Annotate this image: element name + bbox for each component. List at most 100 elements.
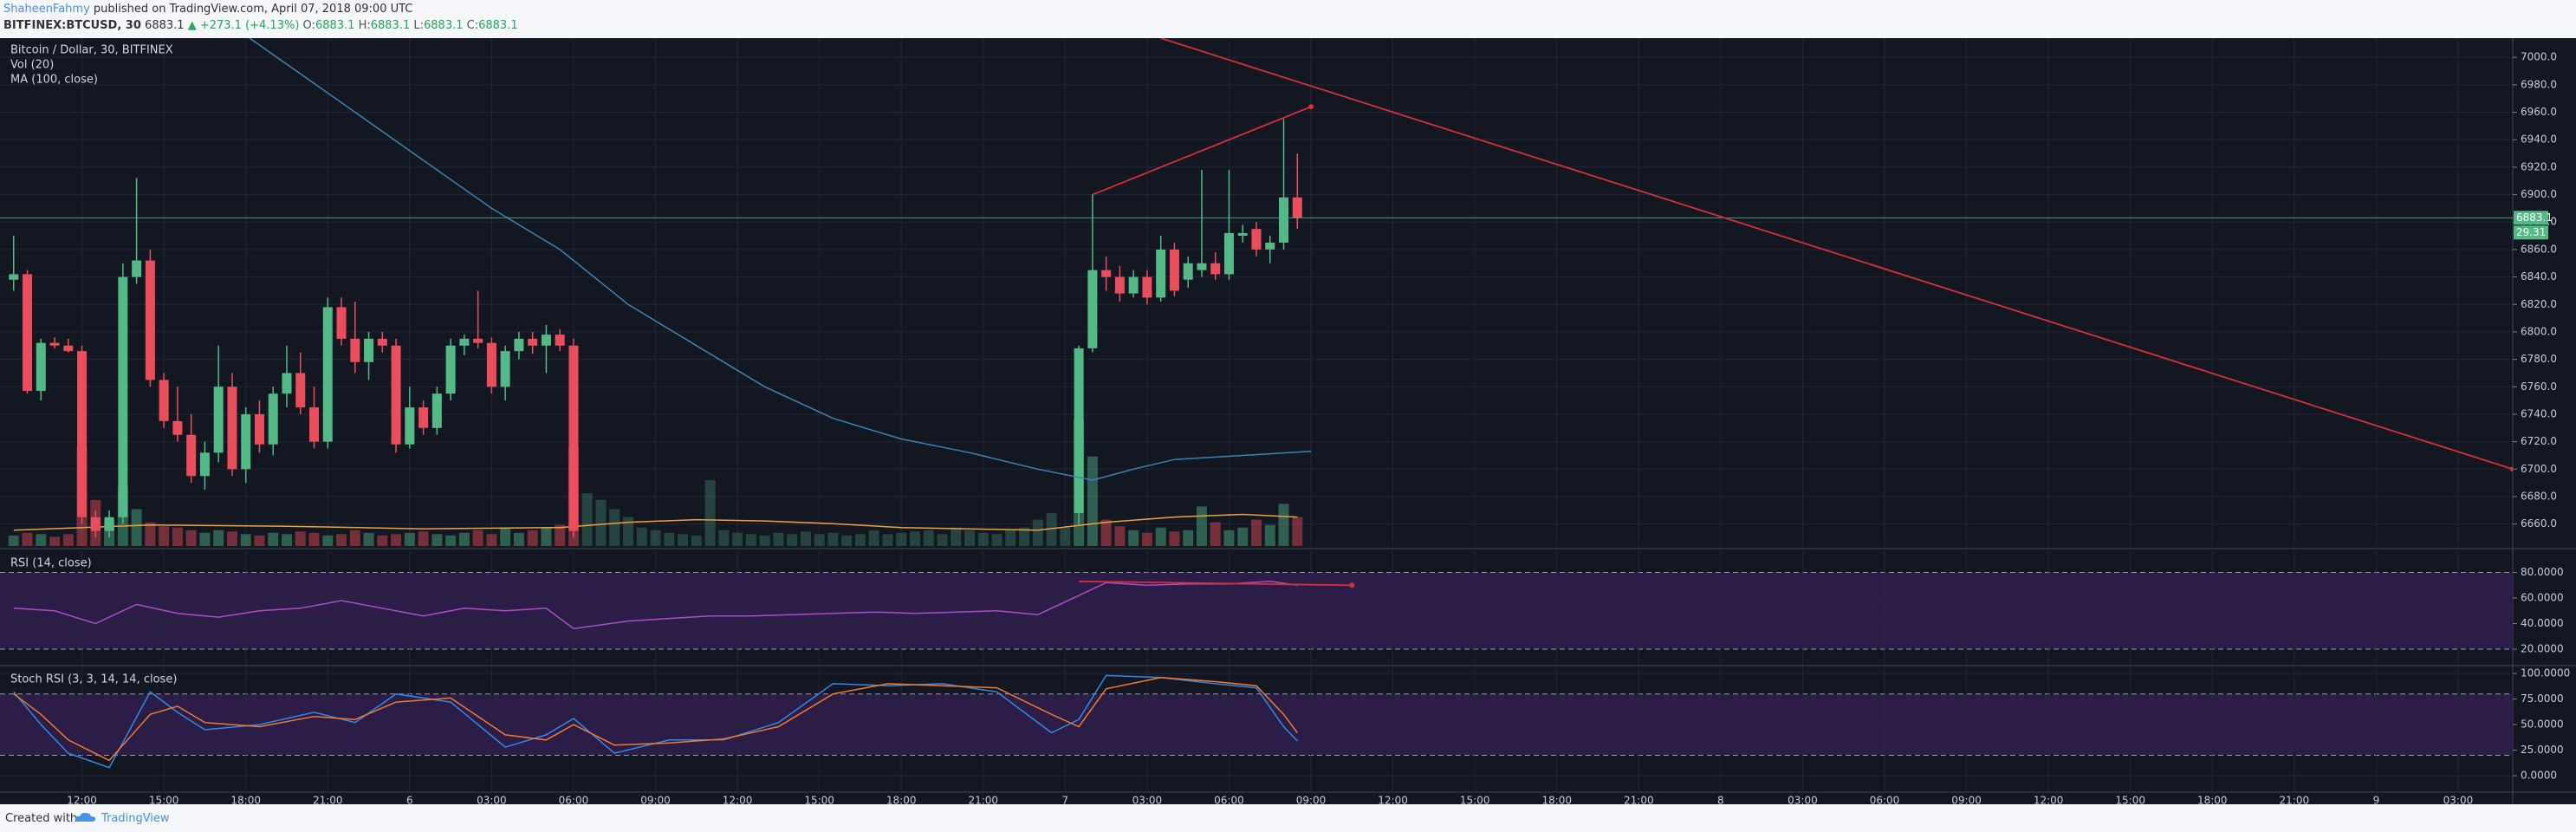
y-tick-label: 6660.0 [2521,517,2557,530]
candle-body [405,407,415,445]
x-tick-label: 8 [1717,795,1724,805]
candle-body [63,345,74,352]
volume-bar [1032,519,1043,546]
candle-body [1197,263,1207,270]
candle-body [1292,197,1302,218]
volume-bar [977,532,989,546]
trendline [1092,106,1312,196]
candle-body [1101,270,1112,277]
candle-body [1251,229,1262,250]
ohlc-value: 6883.1 [315,19,355,32]
volume-bar [445,535,457,546]
ohlc-label: L: [413,19,424,32]
candle-body [568,345,579,531]
y-tick-label: 6700.0 [2521,463,2557,475]
legend-label: Stoch RSI (3, 3, 14, 14, close) [10,673,177,686]
volume-bar [500,527,511,546]
chart: 6660.06680.06700.06720.06740.06760.06780… [0,38,2576,804]
change-value: +273.1 (+4.13%) [199,19,300,32]
candle-body [1114,276,1125,294]
y-tick-label: 6820.0 [2521,298,2557,310]
y-tick-label: 6800.0 [2521,325,2557,337]
volume-bar [732,532,743,546]
volume-bar [254,535,265,546]
volume-bar [555,524,566,546]
x-tick-label: 21:00 [1624,795,1654,805]
volume-bar [213,530,224,546]
created-with: Created with [5,812,78,825]
x-tick-label: 9 [2373,795,2380,805]
candle-body [486,342,496,387]
volume-bar [814,534,825,546]
y-tick-label: 7000.0 [2521,51,2557,63]
y-tick-label: 60.0000 [2521,592,2564,604]
volume-bar [745,534,756,546]
legend-label: MA (100, close) [10,74,98,87]
volume-bar [868,530,879,546]
volume-bar [36,534,47,546]
candle-body [241,413,251,470]
candle-body [322,307,333,442]
y-tick-label: 6680.0 [2521,490,2557,502]
candle-body [1169,249,1179,291]
candle-body [118,276,128,517]
y-tick-label: 6860.0 [2521,243,2557,255]
volume-bar [1210,522,1221,546]
candle-body [309,407,319,442]
y-tick-label: 75.0000 [2521,692,2564,705]
volume-tag [2514,225,2548,240]
volume-bar [1005,530,1016,546]
trendline-end [1308,104,1314,110]
volume-bar [295,531,306,546]
trendline-end [1349,582,1355,588]
x-tick-label: 18:00 [1541,795,1572,805]
x-tick-label: 09:00 [1951,795,1982,805]
x-tick-label: 18:00 [886,795,917,805]
volume-bar [8,535,19,546]
volume-bar [240,534,251,546]
candle-body [132,260,142,277]
author[interactable]: ShaheenFahmy [3,3,90,16]
x-tick-label: 06:00 [559,795,589,805]
published: published on TradingView.com, April 07, … [93,3,413,16]
volume-bar [431,534,443,546]
volume-bar [991,534,1002,546]
volume-bar [1019,527,1030,546]
volume-bar [363,532,374,546]
volume-bar [1278,504,1289,546]
volume-bar [1223,530,1235,546]
moving-average [248,38,1312,481]
candle-body [254,413,264,445]
indicator-line [13,674,1298,769]
x-tick-label: 7 [1062,795,1069,805]
header: ShaheenFahmy published on TradingView.co… [0,0,2576,38]
volume-bar [159,526,170,546]
brand[interactable]: TradingView [101,812,170,825]
volume-label: 29.31 [2516,226,2546,238]
candle-body [36,342,46,392]
legend-label: Bitcoin / Dollar, 30, BITFINEX [10,44,173,57]
change: ▲ +273.1 (+4.13%) [187,19,300,32]
volume-bar [1237,527,1249,546]
ohlc-value: 6883.1 [478,19,518,32]
pane [0,551,2513,664]
pane [0,38,2513,546]
y-tick-label: 6980.0 [2521,78,2557,90]
candle-body [541,335,551,346]
y-tick-label: 25.0000 [2521,744,2564,756]
legend-label: RSI (14, close) [10,557,92,570]
volume-bar [541,527,552,546]
trendline [1160,38,2513,471]
x-tick-label: 21:00 [2280,795,2310,805]
x-tick-label: 03:00 [1132,795,1163,805]
x-tick-label: 18:00 [2197,795,2228,805]
volume-bar [937,534,948,546]
volume-bar [841,535,853,546]
x-tick-label: 21:00 [313,795,343,805]
volume-bar [268,532,279,546]
volume-bar [527,530,538,546]
candle-body [77,351,88,517]
footer: Created with TradingView [0,804,2576,832]
volume-bar [472,530,483,546]
